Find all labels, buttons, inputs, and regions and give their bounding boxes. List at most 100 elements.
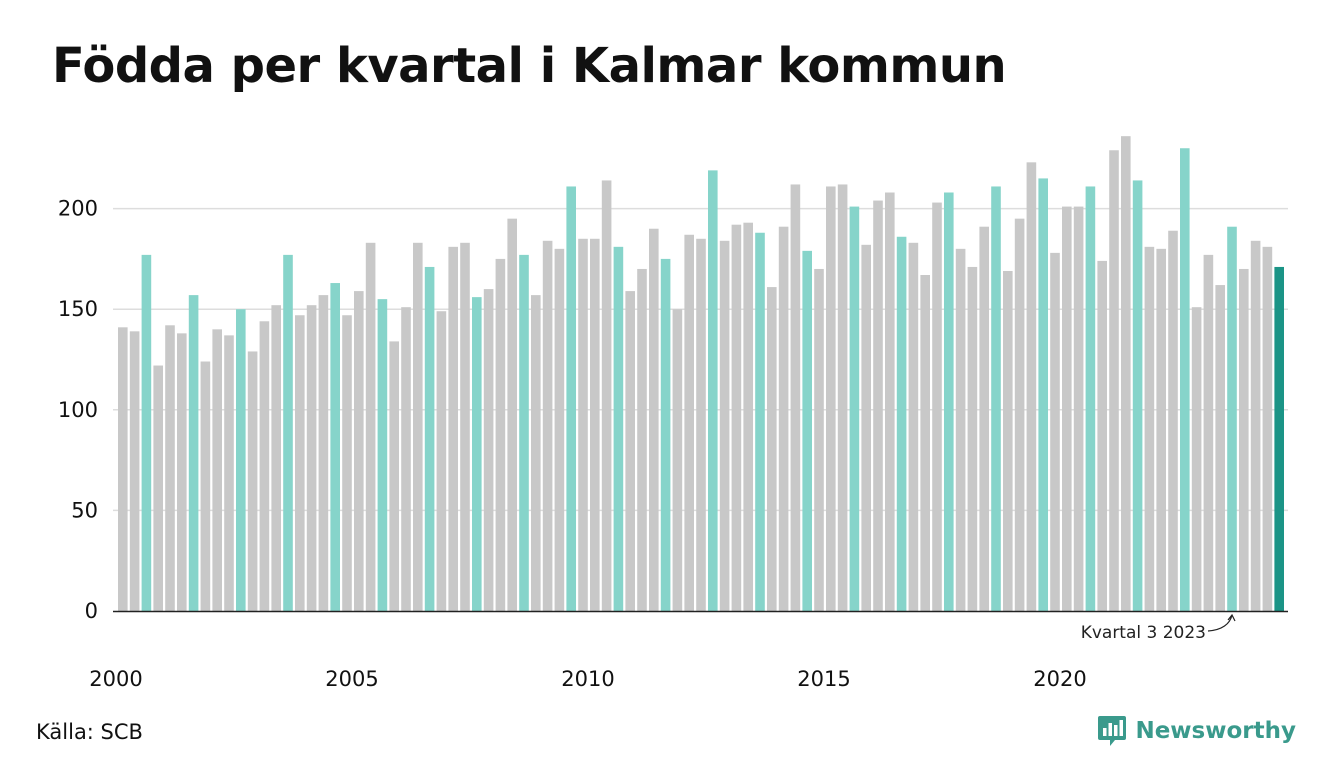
bar (1121, 136, 1131, 611)
bar (472, 297, 482, 611)
annotation-label: Kvartal 3 2023 (1081, 623, 1206, 643)
bar (483, 289, 494, 611)
x-tick-label: 2020 (1033, 667, 1086, 691)
bar (330, 283, 340, 611)
bar (247, 351, 258, 611)
brand-logo: Newsworthy (1097, 714, 1296, 748)
bar (1014, 218, 1025, 611)
bar (188, 295, 199, 611)
bar (283, 254, 293, 611)
bar (365, 242, 376, 611)
bar (401, 307, 411, 611)
bar (873, 200, 883, 611)
bar (601, 180, 612, 611)
bar (495, 258, 506, 611)
bar (1203, 254, 1214, 611)
bar (153, 365, 163, 611)
bar (649, 228, 659, 611)
bar (259, 321, 270, 611)
bar (1180, 148, 1190, 612)
bar (590, 238, 600, 611)
x-tick-labels: 2000 2005 2010 2015 2020 (89, 667, 1086, 691)
bar (507, 218, 517, 611)
bar (1274, 266, 1284, 611)
bar (719, 240, 730, 612)
bar (200, 361, 211, 611)
bar (1097, 260, 1107, 611)
bar (1191, 307, 1202, 611)
bar (731, 224, 742, 612)
chart-title: Födda per kvartal i Kalmar kommun (52, 38, 1007, 94)
newsworthy-logo-icon (1098, 716, 1127, 746)
bar (1026, 162, 1037, 611)
bar (236, 309, 246, 611)
bar (684, 234, 694, 612)
bar (637, 268, 647, 611)
bar (814, 268, 824, 611)
bar (1038, 178, 1048, 612)
bar (295, 315, 305, 611)
bar (1109, 150, 1119, 611)
bar (802, 250, 812, 612)
bar (448, 246, 458, 611)
bar (354, 291, 364, 611)
bar (460, 242, 470, 611)
bar (908, 242, 919, 611)
bars (118, 136, 1284, 612)
y-tick-label: 50 (71, 498, 98, 522)
bar (377, 299, 388, 611)
bar (837, 184, 848, 611)
y-tick-label: 0 (85, 599, 98, 623)
bar (790, 184, 801, 611)
bar (1050, 252, 1060, 611)
bar (979, 226, 989, 611)
bar (991, 186, 1001, 611)
bar (566, 186, 576, 611)
x-tick-label: 2015 (797, 667, 850, 691)
bar (1073, 206, 1084, 611)
bar (436, 311, 447, 611)
bar (1215, 285, 1225, 611)
y-tick-label: 200 (58, 197, 98, 221)
bar (944, 192, 954, 611)
bar (224, 335, 234, 611)
bar (1144, 246, 1155, 611)
bar (212, 329, 222, 611)
bar-chart: 0 50 100 150 200 2000 2005 2010 2015 2020 Kvarta… (58, 136, 1288, 691)
bar (1003, 270, 1013, 611)
bar (696, 238, 706, 611)
bar (967, 266, 978, 611)
bar (861, 244, 871, 612)
bar (1085, 186, 1096, 611)
brand-name: Newsworthy (1135, 718, 1296, 744)
source-note: Källa: SCB (36, 720, 143, 744)
bar (141, 254, 152, 611)
bar (413, 242, 423, 611)
bar (1262, 246, 1273, 611)
bar (1062, 206, 1072, 611)
bar (271, 305, 281, 611)
bar (306, 305, 317, 611)
bar (424, 266, 435, 611)
bar (165, 325, 175, 611)
bar (342, 315, 352, 611)
bar (1156, 248, 1166, 611)
bar (755, 232, 765, 611)
y-tick-labels: 0 50 100 150 200 (58, 197, 98, 623)
bar (578, 238, 588, 611)
bar (896, 236, 907, 611)
bar (778, 226, 789, 611)
bar (708, 170, 718, 611)
bar (767, 287, 777, 611)
y-tick-label: 100 (58, 398, 98, 422)
bar (920, 274, 930, 611)
bar (849, 206, 860, 611)
bar (932, 202, 942, 611)
bar (1239, 268, 1249, 611)
bar (318, 295, 329, 611)
bar (625, 291, 635, 611)
annotation-arrow (1207, 613, 1236, 632)
annotation: Kvartal 3 2023 (1081, 613, 1236, 643)
bar (1132, 180, 1143, 611)
bar (955, 248, 966, 611)
